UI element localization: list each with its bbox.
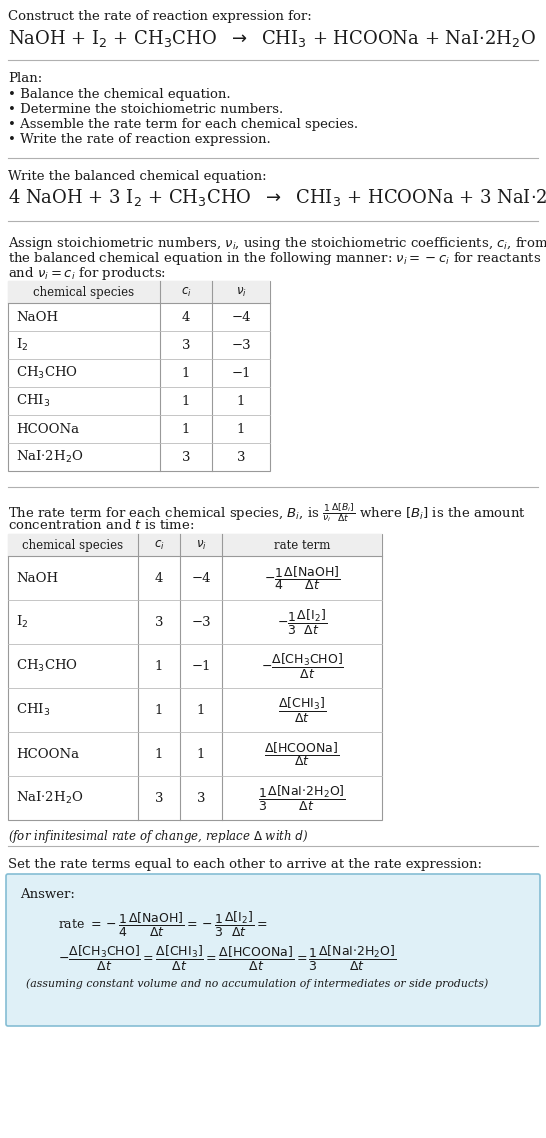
Text: 1: 1 (237, 422, 245, 436)
Text: • Assemble the rate term for each chemical species.: • Assemble the rate term for each chemic… (8, 118, 358, 131)
Text: −4: −4 (191, 571, 211, 585)
Bar (8, 534, 382, 556)
Text: the balanced chemical equation in the following manner: $\nu_i = -c_i$ for react: the balanced chemical equation in the fo… (8, 250, 541, 267)
Text: $-\dfrac{\Delta[\mathrm{CH_3CHO}]}{\Delta t} = \dfrac{\Delta[\mathrm{CHI_3}]}{\D: $-\dfrac{\Delta[\mathrm{CH_3CHO}]}{\Delt… (58, 945, 396, 973)
Text: −3: −3 (191, 616, 211, 628)
Bar (8, 534, 382, 820)
Text: $c_i$: $c_i$ (181, 286, 191, 298)
Text: 1: 1 (155, 660, 163, 673)
Text: Assign stoichiometric numbers, $\nu_i$, using the stoichiometric coefficients, $: Assign stoichiometric numbers, $\nu_i$, … (8, 236, 546, 251)
Text: CH$_3$CHO: CH$_3$CHO (16, 365, 78, 381)
Text: concentration and $t$ is time:: concentration and $t$ is time: (8, 518, 194, 531)
Text: and $\nu_i = c_i$ for products:: and $\nu_i = c_i$ for products: (8, 265, 166, 282)
Text: −1: −1 (191, 660, 211, 673)
Text: 4: 4 (155, 571, 163, 585)
Text: rate term: rate term (274, 538, 330, 552)
Text: (assuming constant volume and no accumulation of intermediates or side products): (assuming constant volume and no accumul… (26, 978, 488, 989)
Text: 3: 3 (182, 338, 190, 352)
Text: Write the balanced chemical equation:: Write the balanced chemical equation: (8, 170, 266, 183)
Text: • Determine the stoichiometric numbers.: • Determine the stoichiometric numbers. (8, 104, 283, 116)
Bar (8, 281, 270, 471)
Text: 3: 3 (155, 616, 163, 628)
Text: 3: 3 (155, 792, 163, 805)
Text: (for infinitesimal rate of change, replace $\Delta$ with $d$): (for infinitesimal rate of change, repla… (8, 828, 308, 846)
Text: Set the rate terms equal to each other to arrive at the rate expression:: Set the rate terms equal to each other t… (8, 858, 482, 871)
Text: 3: 3 (197, 792, 205, 805)
Text: 3: 3 (237, 451, 245, 463)
Text: The rate term for each chemical species, $B_i$, is $\frac{1}{\nu_i}\frac{\Delta[: The rate term for each chemical species,… (8, 501, 526, 523)
Text: chemical species: chemical species (22, 538, 123, 552)
Text: 3: 3 (182, 451, 190, 463)
Text: CHI$_3$: CHI$_3$ (16, 393, 50, 409)
Text: NaOH: NaOH (16, 571, 58, 585)
Text: −1: −1 (232, 366, 251, 379)
Text: −3: −3 (231, 338, 251, 352)
Text: $\dfrac{1}{3}\dfrac{\Delta[\mathrm{NaI{\cdot}2H_2O}]}{\Delta t}$: $\dfrac{1}{3}\dfrac{\Delta[\mathrm{NaI{\… (258, 783, 346, 813)
Text: $\dfrac{\Delta[\mathrm{CHI_3}]}{\Delta t}$: $\dfrac{\Delta[\mathrm{CHI_3}]}{\Delta t… (278, 695, 326, 725)
Text: $\dfrac{\Delta[\mathrm{HCOONa}]}{\Delta t}$: $\dfrac{\Delta[\mathrm{HCOONa}]}{\Delta … (264, 740, 340, 768)
Text: NaI$\cdot$2H$_2$O: NaI$\cdot$2H$_2$O (16, 450, 84, 465)
Text: $\nu_i$: $\nu_i$ (235, 286, 246, 298)
Text: chemical species: chemical species (33, 286, 134, 298)
Text: 4: 4 (182, 311, 190, 323)
Text: NaOH: NaOH (16, 311, 58, 323)
Text: rate $= -\dfrac{1}{4}\dfrac{\Delta[\mathrm{NaOH}]}{\Delta t} = -\dfrac{1}{3}\dfr: rate $= -\dfrac{1}{4}\dfrac{\Delta[\math… (58, 910, 268, 939)
FancyBboxPatch shape (6, 874, 540, 1026)
Text: 1: 1 (182, 422, 190, 436)
Text: CH$_3$CHO: CH$_3$CHO (16, 658, 78, 674)
Text: NaOH + I$_2$ + CH$_3$CHO  $\rightarrow$  CHI$_3$ + HCOONa + NaI$\cdot$2H$_2$O: NaOH + I$_2$ + CH$_3$CHO $\rightarrow$ C… (8, 28, 536, 49)
Text: 1: 1 (155, 748, 163, 760)
Text: I$_2$: I$_2$ (16, 337, 28, 353)
Text: CHI$_3$: CHI$_3$ (16, 702, 50, 718)
Text: $-\dfrac{1}{4}\dfrac{\Delta[\mathrm{NaOH}]}{\Delta t}$: $-\dfrac{1}{4}\dfrac{\Delta[\mathrm{NaOH… (264, 564, 340, 592)
Text: Construct the rate of reaction expression for:: Construct the rate of reaction expressio… (8, 10, 312, 23)
Text: $-\dfrac{\Delta[\mathrm{CH_3CHO}]}{\Delta t}$: $-\dfrac{\Delta[\mathrm{CH_3CHO}]}{\Delt… (260, 651, 343, 681)
Text: 1: 1 (197, 748, 205, 760)
Text: • Balance the chemical equation.: • Balance the chemical equation. (8, 88, 230, 101)
Text: I$_2$: I$_2$ (16, 613, 28, 630)
Text: Answer:: Answer: (20, 888, 75, 901)
Text: 4 NaOH + 3 I$_2$ + CH$_3$CHO  $\rightarrow$  CHI$_3$ + HCOONa + 3 NaI$\cdot$2H$_: 4 NaOH + 3 I$_2$ + CH$_3$CHO $\rightarro… (8, 187, 546, 208)
Text: NaI$\cdot$2H$_2$O: NaI$\cdot$2H$_2$O (16, 790, 84, 806)
Text: $c_i$: $c_i$ (153, 538, 164, 552)
Text: 1: 1 (237, 395, 245, 407)
Text: $\nu_i$: $\nu_i$ (195, 538, 206, 552)
Bar (8, 281, 270, 303)
Text: −4: −4 (232, 311, 251, 323)
Text: HCOONa: HCOONa (16, 422, 79, 436)
Text: Plan:: Plan: (8, 72, 42, 85)
Text: 1: 1 (182, 395, 190, 407)
Text: • Write the rate of reaction expression.: • Write the rate of reaction expression. (8, 133, 271, 146)
Text: HCOONa: HCOONa (16, 748, 79, 760)
Text: 1: 1 (182, 366, 190, 379)
Text: 1: 1 (197, 703, 205, 717)
Text: 1: 1 (155, 703, 163, 717)
Text: $-\dfrac{1}{3}\dfrac{\Delta[\mathrm{I_2}]}{\Delta t}$: $-\dfrac{1}{3}\dfrac{\Delta[\mathrm{I_2}… (277, 608, 327, 636)
